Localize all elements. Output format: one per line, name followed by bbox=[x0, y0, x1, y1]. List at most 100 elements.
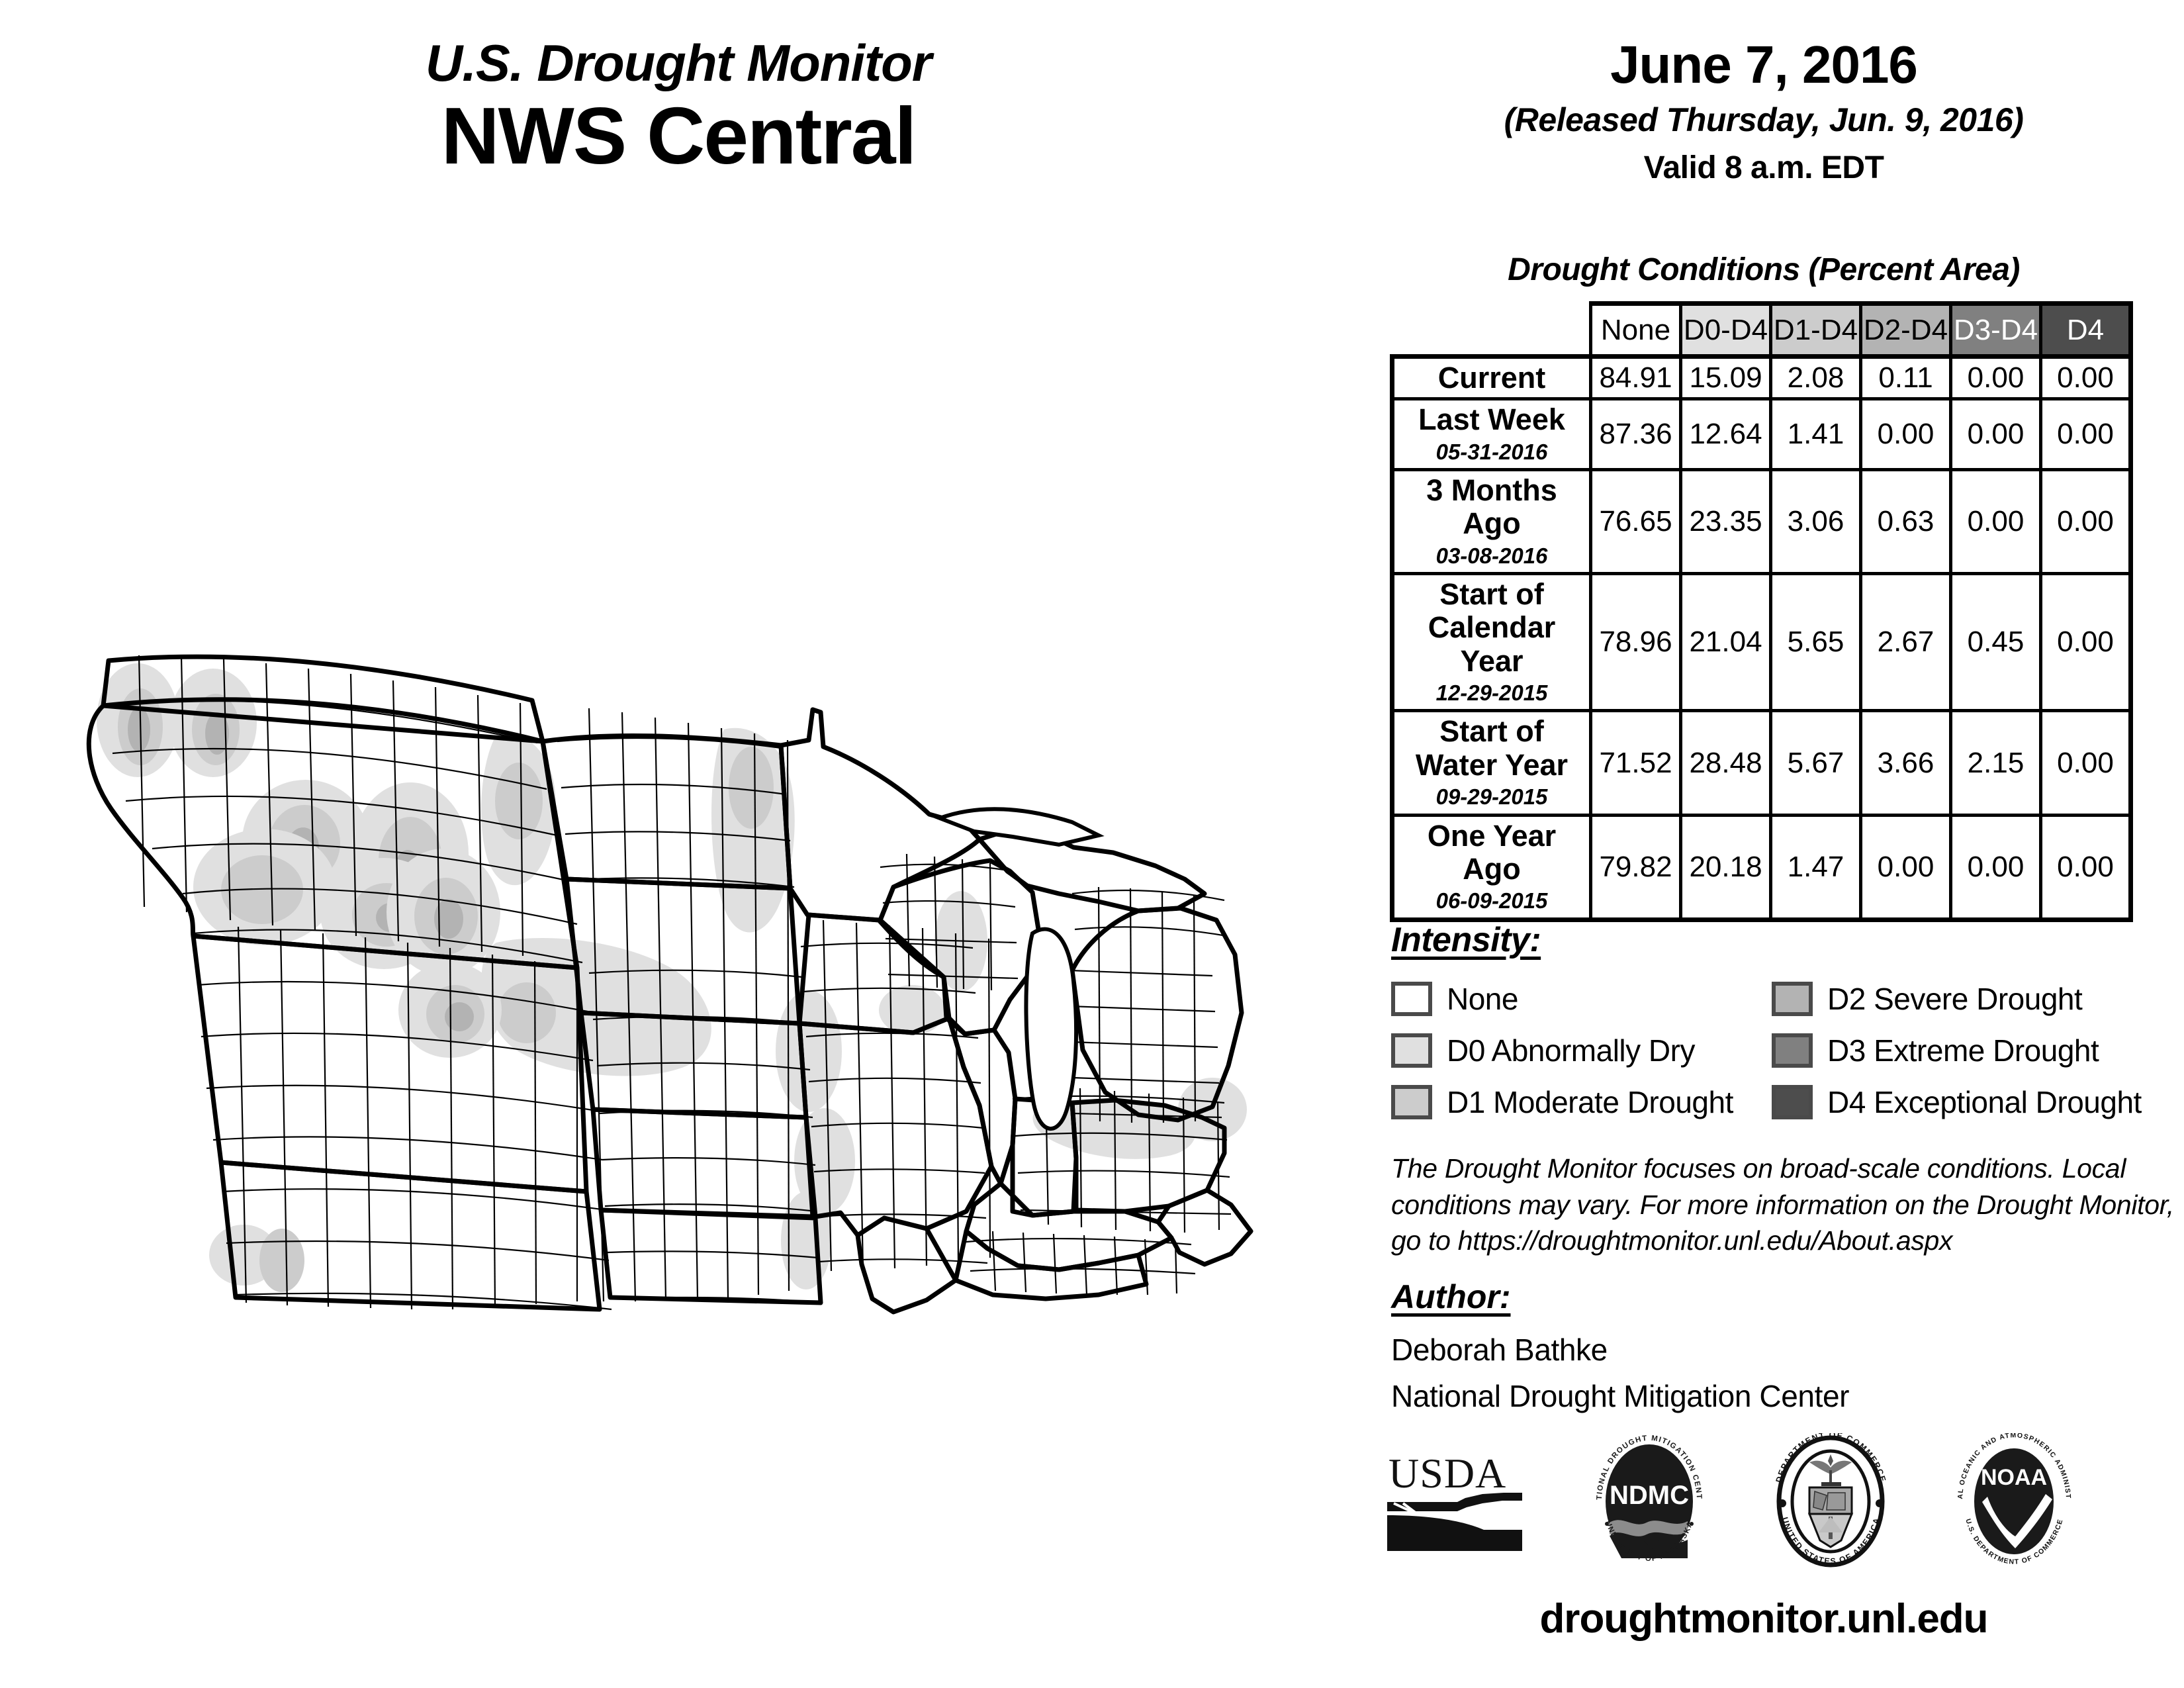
row-label-title: Last Week bbox=[1418, 402, 1565, 437]
cell-d0-d4: 21.04 bbox=[1679, 573, 1771, 713]
cell-d2-d4: 0.00 bbox=[1859, 815, 1951, 922]
author-affiliation: National Drought Mitigation Center bbox=[1391, 1378, 1850, 1413]
table-body: Current 84.91 15.09 2.08 0.11 0.00 0.00 Last We… bbox=[1390, 353, 2133, 922]
table-header-d0-d4: D0-D4 bbox=[1679, 301, 1771, 358]
row-label-date: 12-29-2015 bbox=[1435, 680, 1548, 706]
legend-item: D4 Exceptional Drought bbox=[1772, 1076, 2159, 1128]
cell-d4: 0.00 bbox=[2039, 399, 2133, 472]
table-header-d1-d4: D1-D4 bbox=[1769, 301, 1861, 358]
cell-d1-d4: 2.08 bbox=[1769, 353, 1861, 401]
cell-d3-d4: 0.00 bbox=[1949, 399, 2041, 472]
cell-d3-d4: 2.15 bbox=[1949, 710, 2041, 817]
cell-d1-d4: 3.06 bbox=[1769, 469, 1861, 576]
release-date: (Released Thursday, Jun. 9, 2016) bbox=[1504, 101, 2024, 138]
table-header-d2-d4: D2-D4 bbox=[1859, 301, 1951, 358]
table-row: Start of Calendar Year 12-29-2015 78.96 21.0… bbox=[1390, 573, 2133, 713]
cell-d2-d4: 0.11 bbox=[1859, 353, 1951, 401]
drought-shading-layer bbox=[97, 663, 1247, 1292]
cell-d4: 0.00 bbox=[2039, 469, 2133, 576]
cell-d2-d4: 0.00 bbox=[1859, 399, 1951, 472]
date-block: June 7, 2016 (Released Thursday, Jun. 9,… bbox=[1357, 38, 2171, 186]
legend-label: D4 Exceptional Drought bbox=[1827, 1085, 2142, 1119]
row-label: 3 Months Ago 03-08-2016 bbox=[1390, 469, 1591, 576]
cell-d0-d4: 20.18 bbox=[1679, 815, 1771, 922]
drought-conditions-table: None D0-D4 D1-D4 D2-D4 D3-D4 D4 Current 84.91 1… bbox=[1390, 301, 2133, 922]
cell-d2-d4: 0.63 bbox=[1859, 469, 1951, 576]
table-header-row: None D0-D4 D1-D4 D2-D4 D3-D4 D4 bbox=[1392, 301, 2133, 358]
page-title-primary: U.S. Drought Monitor bbox=[425, 34, 932, 92]
page-title-region: NWS Central bbox=[441, 91, 917, 181]
legend-label: None bbox=[1447, 982, 1518, 1016]
table-row: Current 84.91 15.09 2.08 0.11 0.00 0.00 bbox=[1390, 353, 2133, 401]
cell-d3-d4: 0.00 bbox=[1949, 815, 2041, 922]
svg-text:NDMC: NDMC bbox=[1610, 1481, 1689, 1510]
legend-label: D0 Abnormally Dry bbox=[1447, 1033, 1695, 1068]
legend-swatch bbox=[1772, 1033, 1813, 1068]
cell-d3-d4: 0.45 bbox=[1949, 573, 2041, 713]
title-block: U.S. Drought Monitor NWS Central bbox=[0, 37, 1357, 180]
legend-swatch bbox=[1772, 1085, 1813, 1119]
cell-d1-d4: 5.65 bbox=[1769, 573, 1861, 713]
table-header-d3-d4: D3-D4 bbox=[1949, 301, 2041, 358]
row-label: Current bbox=[1390, 353, 1591, 401]
row-label-title: One Year Ago bbox=[1427, 818, 1557, 886]
cell-d4: 0.00 bbox=[2039, 573, 2133, 713]
cell-d1-d4: 1.41 bbox=[1769, 399, 1861, 472]
cell-d2-d4: 2.67 bbox=[1859, 573, 1951, 713]
nws-central-drought-map[interactable] bbox=[40, 576, 1370, 1324]
cell-d3-d4: 0.00 bbox=[1949, 353, 2041, 401]
table-row: Start of Water Year 09-29-2015 71.52 28.48 5.… bbox=[1390, 710, 2133, 817]
row-label-date: 09-29-2015 bbox=[1435, 784, 1548, 810]
cell-d4: 0.00 bbox=[2039, 710, 2133, 817]
row-label: Start of Water Year 09-29-2015 bbox=[1390, 710, 1591, 817]
intensity-legend: None D2 Severe Drought D0 Abnormally Dry D3… bbox=[1391, 973, 2159, 1128]
footer-url: droughtmonitor.unl.edu bbox=[1539, 1596, 1988, 1642]
cell-none: 79.82 bbox=[1589, 815, 1681, 922]
table-row: One Year Ago 06-09-2015 79.82 20.18 1.47 0.00… bbox=[1390, 815, 2133, 922]
legend-item: D1 Moderate Drought bbox=[1391, 1076, 1772, 1128]
legend-swatch bbox=[1391, 1085, 1432, 1119]
legend-item: D2 Severe Drought bbox=[1772, 973, 2159, 1025]
legend-swatch bbox=[1391, 982, 1432, 1016]
svg-text:NOAA: NOAA bbox=[1981, 1465, 2047, 1490]
disclaimer-text: The Drought Monitor focuses on broad-sca… bbox=[1391, 1153, 2174, 1256]
row-label-date: 06-09-2015 bbox=[1435, 888, 1548, 914]
cell-none: 87.36 bbox=[1589, 399, 1681, 472]
valid-time: Valid 8 a.m. EDT bbox=[1643, 150, 1884, 185]
great-lakes bbox=[934, 807, 1105, 1131]
cell-d2-d4: 3.66 bbox=[1859, 710, 1951, 817]
table-caption: Drought Conditions (Percent Area) bbox=[1508, 252, 2020, 287]
row-label-date: 05-31-2016 bbox=[1435, 439, 1548, 464]
cell-none: 76.65 bbox=[1589, 469, 1681, 576]
author-name: Deborah Bathke bbox=[1391, 1333, 1608, 1367]
usda-logo: USDA bbox=[1383, 1446, 1535, 1559]
cell-d1-d4: 1.47 bbox=[1769, 815, 1861, 922]
cell-d3-d4: 0.00 bbox=[1949, 469, 2041, 576]
row-label-title: 3 Months Ago bbox=[1426, 473, 1557, 541]
svg-text:USDA: USDA bbox=[1388, 1450, 1506, 1497]
row-label-date: 03-08-2016 bbox=[1435, 543, 1548, 568]
drought-conditions-table-wrap: None D0-D4 D1-D4 D2-D4 D3-D4 D4 Current 84.91 1… bbox=[1390, 301, 2133, 922]
row-label-title: Current bbox=[1437, 361, 1546, 395]
legend-item: D0 Abnormally Dry bbox=[1391, 1025, 1772, 1076]
cell-d0-d4: 15.09 bbox=[1679, 353, 1771, 401]
valid-date: June 7, 2016 bbox=[1610, 35, 1918, 94]
cell-d4: 0.00 bbox=[2039, 815, 2133, 922]
legend-label: D3 Extreme Drought bbox=[1827, 1033, 2099, 1068]
table-row: 3 Months Ago 03-08-2016 76.65 23.35 3.06 0.63… bbox=[1390, 469, 2133, 576]
logo-strip: USDA NDMC NATIONAL DROUGHT MITIGATION CE… bbox=[1383, 1427, 2164, 1572]
author-block: Deborah Bathke National Drought Mitigati… bbox=[1391, 1327, 1850, 1420]
cell-d1-d4: 5.67 bbox=[1769, 710, 1861, 817]
table-row: Last Week 05-31-2016 87.36 12.64 1.41 0.00 0.0… bbox=[1390, 399, 2133, 472]
table-corner-cell bbox=[1392, 304, 1591, 357]
legend-swatch bbox=[1391, 1033, 1432, 1068]
legend-swatch bbox=[1772, 982, 1813, 1016]
doc-seal: DEPARTMENT OF COMMERCE UNITED STATES OF … bbox=[1763, 1430, 1899, 1572]
legend-item: D3 Extreme Drought bbox=[1772, 1025, 2159, 1076]
legend-item: None bbox=[1391, 973, 1772, 1025]
row-label-title: Start of Calendar Year bbox=[1428, 577, 1556, 678]
noaa-logo: NOAA NATIONAL OCEANIC AND ATMOSPHERIC AD… bbox=[1943, 1427, 2082, 1572]
cell-d0-d4: 23.35 bbox=[1679, 469, 1771, 576]
cell-none: 84.91 bbox=[1589, 353, 1681, 401]
author-heading: Author: bbox=[1391, 1278, 1511, 1315]
